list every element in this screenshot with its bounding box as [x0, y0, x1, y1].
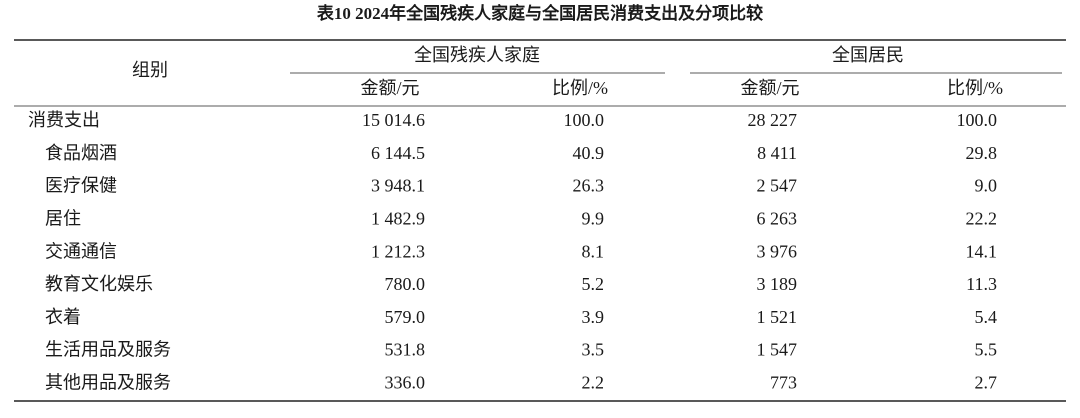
cell-value: 3.9 [582, 307, 605, 327]
cell-value: 5.5 [975, 340, 998, 360]
row-label: 消费支出 [28, 110, 100, 130]
row-label: 食品烟酒 [45, 143, 117, 163]
cell-value: 2.7 [975, 373, 998, 393]
column-header: 金额/元 [740, 78, 799, 98]
cell-value: 100.0 [957, 110, 998, 130]
column-header: 比例/% [947, 78, 1003, 98]
cell-value: 780.0 [385, 274, 426, 294]
cell-value: 29.8 [966, 143, 998, 163]
column-header: 金额/元 [360, 78, 419, 98]
row-label: 交通通信 [45, 241, 117, 261]
cell-value: 8 411 [757, 143, 797, 163]
cell-value: 1 547 [757, 340, 798, 360]
cell-value: 1 521 [757, 307, 798, 327]
group-header: 全国残疾人家庭 [414, 45, 540, 65]
cell-value: 1 482.9 [371, 209, 425, 229]
cell-value: 531.8 [385, 340, 426, 360]
cell-value: 22.2 [966, 209, 998, 229]
cell-value: 26.3 [573, 176, 605, 196]
cell-value: 2 547 [757, 176, 798, 196]
cell-value: 336.0 [385, 373, 426, 393]
cell-value: 3 976 [757, 241, 798, 261]
row-label: 居住 [45, 209, 81, 229]
cell-value: 6 144.5 [371, 143, 425, 163]
cell-value: 100.0 [564, 110, 605, 130]
cell-value: 2.2 [582, 373, 605, 393]
row-label: 教育文化娱乐 [45, 274, 153, 294]
cell-value: 579.0 [385, 307, 426, 327]
cell-value: 6 263 [757, 209, 798, 229]
row-label: 医疗保健 [45, 176, 117, 196]
cell-value: 9.0 [975, 176, 998, 196]
cell-value: 3.5 [582, 340, 605, 360]
cell-value: 9.9 [582, 209, 605, 229]
cell-value: 15 014.6 [362, 110, 425, 130]
group-header: 全国居民 [832, 45, 904, 65]
group-label: 组别 [132, 60, 168, 80]
row-label: 衣着 [45, 307, 81, 327]
cell-value: 14.1 [966, 241, 998, 261]
column-header: 比例/% [552, 78, 608, 98]
table-title: 表10 2024年全国残疾人家庭与全国居民消费支出及分项比较 [317, 3, 763, 23]
cell-value: 3 189 [757, 274, 798, 294]
cell-value: 3 948.1 [371, 176, 425, 196]
cell-value: 773 [770, 373, 797, 393]
cell-value: 5.4 [975, 307, 998, 327]
row-label: 其他用品及服务 [45, 373, 171, 393]
cell-value: 11.3 [966, 274, 997, 294]
row-label: 生活用品及服务 [45, 340, 171, 360]
cell-value: 1 212.3 [371, 241, 425, 261]
cell-value: 8.1 [582, 241, 605, 261]
cell-value: 40.9 [573, 143, 605, 163]
cell-value: 28 227 [748, 110, 798, 130]
cell-value: 5.2 [582, 274, 605, 294]
